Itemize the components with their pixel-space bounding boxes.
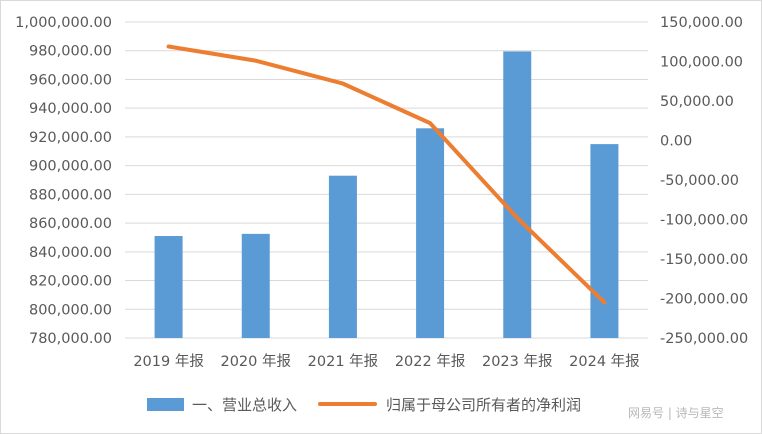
left-tick-label: 800,000.00 xyxy=(29,302,112,318)
net-profit-point xyxy=(515,216,519,220)
left-tick-label: 960,000.00 xyxy=(29,72,112,88)
net-profit-point xyxy=(341,82,345,86)
net-profit-polyline xyxy=(166,44,607,305)
x-tick-label: 2021 年报 xyxy=(308,353,379,370)
net-profit-point xyxy=(167,44,171,48)
left-tick-label: 980,000.00 xyxy=(29,44,112,60)
x-tick-label: 2024 年报 xyxy=(569,353,640,370)
right-tick-label: -50,000.00 xyxy=(660,173,739,189)
revenue-bar xyxy=(154,236,183,338)
right-axis-ticks: -250,000.00 -200,000.00 -150,000.00 -100,00… xyxy=(660,15,748,347)
x-axis-ticks: 2019 年报 2020 年报 2021 年报 2022 年报 2023 年报 2024 … xyxy=(133,353,639,370)
net-profit-line xyxy=(166,44,607,305)
x-tick-label: 2022 年报 xyxy=(395,353,466,370)
net-profit-point xyxy=(428,121,432,125)
x-tick-label: 2019 年报 xyxy=(133,353,204,370)
right-tick-label: 150,000.00 xyxy=(660,15,743,31)
legend-line-label: 归属于母公司所有者的净利润 xyxy=(386,396,581,414)
left-axis-ticks: 780,000.00 800,000.00 820,000.00 840,000.00… xyxy=(15,15,112,347)
watermark: 网易号 | 诗与星空 xyxy=(628,406,724,420)
left-tick-label: 840,000.00 xyxy=(29,245,112,261)
x-tick-label: 2020 年报 xyxy=(220,353,291,370)
left-tick-label: 920,000.00 xyxy=(29,130,112,146)
right-tick-label: 100,000.00 xyxy=(660,55,743,71)
left-tick-label: 820,000.00 xyxy=(29,274,112,290)
revenue-bar xyxy=(241,233,270,338)
left-tick-label: 780,000.00 xyxy=(29,331,112,347)
revenue-bar xyxy=(590,144,619,338)
gridlines xyxy=(125,21,648,339)
right-tick-label: -250,000.00 xyxy=(660,331,748,347)
revenue-bar xyxy=(416,128,445,338)
revenue-bar xyxy=(503,51,532,338)
right-tick-label: -200,000.00 xyxy=(660,292,748,308)
left-tick-label: 860,000.00 xyxy=(29,216,112,232)
right-tick-label: 50,000.00 xyxy=(660,94,734,110)
left-tick-label: 880,000.00 xyxy=(29,187,112,203)
right-tick-label: 0.00 xyxy=(660,134,692,150)
right-tick-label: -150,000.00 xyxy=(660,252,748,268)
legend: 一、营业总收入 归属于母公司所有者的净利润 xyxy=(147,396,581,414)
legend-bar-swatch xyxy=(147,398,184,411)
left-tick-label: 1,000,000.00 xyxy=(15,15,112,31)
net-profit-point xyxy=(602,300,606,304)
x-tick-label: 2023 年报 xyxy=(482,353,553,370)
legend-bar-label: 一、营业总收入 xyxy=(192,396,297,414)
right-tick-label: -100,000.00 xyxy=(660,213,748,229)
left-tick-label: 900,000.00 xyxy=(29,159,112,175)
revenue-bars xyxy=(154,51,619,338)
left-tick-label: 940,000.00 xyxy=(29,101,112,117)
revenue-bar xyxy=(328,175,357,338)
net-profit-point xyxy=(254,59,258,63)
